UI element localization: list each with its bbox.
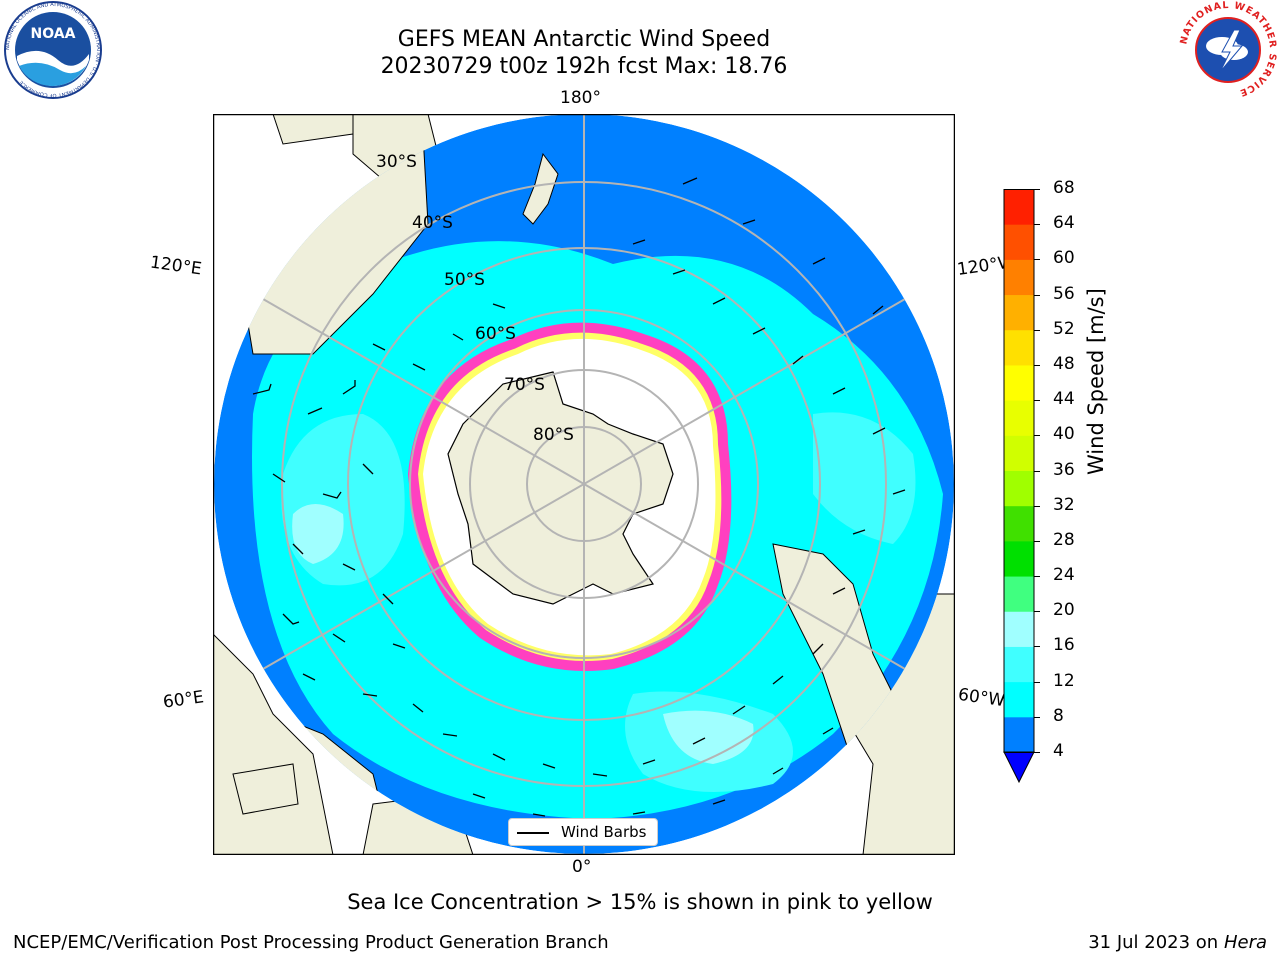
map-title: GEFS MEAN Antarctic Wind Speed — [397, 27, 771, 52]
colorbar-tick-mark — [1034, 435, 1040, 437]
colorbar-tick-label: 48 — [1053, 353, 1075, 374]
colorbar-segment — [1004, 189, 1034, 225]
colorbar-segment — [1004, 259, 1034, 296]
colorbar-segment — [1004, 364, 1034, 401]
lon-label-180: 180° — [560, 88, 601, 108]
colorbar-segment — [1004, 646, 1034, 683]
map-legend: Wind Barbs — [508, 818, 658, 846]
colorbar-segment — [1004, 716, 1034, 753]
colorbar-tick-label: 56 — [1053, 283, 1075, 304]
colorbar-label: Wind Speed [m/s] — [1084, 288, 1108, 475]
svg-text:NOAA: NOAA — [31, 26, 76, 42]
lat-label-70s: 70°S — [504, 375, 545, 395]
colorbar-tick-label: 40 — [1053, 424, 1075, 445]
colorbar-tick-mark — [1034, 294, 1040, 296]
colorbar-segment — [1004, 400, 1034, 436]
lat-label-40s: 40°S — [412, 213, 453, 233]
lat-label-50s: 50°S — [444, 270, 485, 290]
colorbar-tick-label: 8 — [1053, 705, 1064, 726]
colorbar-segment — [1004, 329, 1034, 366]
colorbar-tick-mark — [1034, 470, 1040, 472]
noaa-logo: NATIONAL OCEANIC AND ATMOSPHERIC ADMINIS… — [0, 0, 106, 104]
sea-ice-caption: Sea Ice Concentration > 15% is shown in … — [347, 890, 933, 914]
colorbar-tick-mark — [1034, 752, 1040, 753]
colorbar-segment — [1004, 470, 1034, 507]
colorbar-tick-label: 68 — [1053, 178, 1075, 198]
map-subtitle: 20230729 t00z 192h fcst Max: 18.76 — [380, 54, 788, 79]
colorbar-tick-label: 4 — [1053, 741, 1064, 761]
colorbar-tick-mark — [1034, 576, 1040, 578]
lon-label-60e: 60°E — [161, 687, 206, 713]
colorbar-tick-label: 44 — [1053, 389, 1075, 410]
colorbar-tick-label: 64 — [1053, 213, 1075, 234]
colorbar — [1003, 189, 1045, 789]
colorbar-tick-mark — [1034, 329, 1040, 331]
colorbar-tick-mark — [1034, 505, 1040, 507]
footer-host: Hera — [1223, 932, 1267, 953]
colorbar-segment — [1004, 505, 1034, 542]
colorbar-segment — [1004, 576, 1034, 612]
colorbar-tick-label: 20 — [1053, 600, 1075, 621]
footer-left: NCEP/EMC/Verification Post Processing Pr… — [13, 932, 609, 953]
colorbar-tick-label: 36 — [1053, 459, 1075, 480]
colorbar-tick-mark — [1034, 224, 1040, 226]
antarctic-map — [213, 114, 955, 859]
colorbar-tick-label: 32 — [1053, 494, 1075, 515]
footer-right: 31 Jul 2023 on Hera — [1088, 932, 1267, 953]
colorbar-segment — [1004, 611, 1034, 647]
lat-label-80s: 80°S — [533, 425, 574, 445]
colorbar-segment — [1004, 224, 1034, 260]
colorbar-tick-label: 52 — [1053, 318, 1075, 339]
colorbar-tick-mark — [1034, 189, 1040, 190]
lat-label-30s: 30°S — [376, 152, 417, 172]
colorbar-tick-label: 12 — [1053, 670, 1075, 691]
colorbar-tick-mark — [1034, 611, 1040, 613]
legend-label: Wind Barbs — [561, 823, 647, 841]
colorbar-tick-label: 60 — [1053, 248, 1075, 269]
colorbar-segment — [1004, 681, 1034, 718]
colorbar-tick-mark — [1034, 646, 1040, 648]
colorbar-tick-mark — [1034, 540, 1040, 542]
colorbar-tick-mark — [1034, 716, 1040, 718]
colorbar-tick-label: 28 — [1053, 529, 1075, 550]
colorbar-tick-mark — [1034, 400, 1040, 402]
footer-date: 31 Jul 2023 on — [1088, 932, 1224, 953]
lon-label-60w: 60°W — [956, 684, 1007, 712]
colorbar-extend-arrow — [1003, 751, 1035, 784]
colorbar-tick-label: 24 — [1053, 565, 1075, 586]
colorbar-tick-mark — [1034, 364, 1040, 366]
nws-logo: NATIONAL WEATHER SERVICE — [1176, 0, 1280, 104]
colorbar-segment — [1004, 435, 1034, 471]
colorbar-tick-label: 16 — [1053, 635, 1075, 656]
colorbar-segment — [1004, 540, 1034, 577]
colorbar-tick-mark — [1034, 681, 1040, 683]
colorbar-tick-mark — [1034, 259, 1040, 261]
lon-label-120e: 120°E — [148, 252, 203, 280]
lat-label-60s: 60°S — [475, 324, 516, 344]
legend-line-swatch — [517, 832, 549, 834]
lon-label-0: 0° — [572, 857, 592, 877]
colorbar-segment — [1004, 294, 1034, 331]
